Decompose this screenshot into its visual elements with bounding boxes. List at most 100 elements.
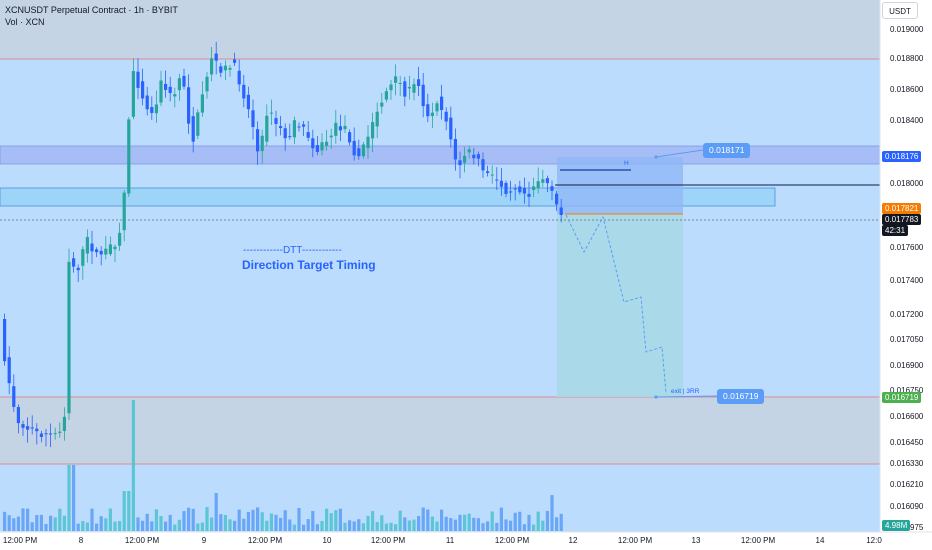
price-tick: 0.018000 xyxy=(890,179,924,188)
volume-bar xyxy=(150,521,154,531)
candle-body xyxy=(527,193,531,197)
candle-body xyxy=(532,186,536,191)
time-tick: 12:00 PM xyxy=(494,536,530,545)
bar-countdown: 42:31 xyxy=(882,225,909,236)
time-tick: 12:00 PM xyxy=(2,536,38,545)
price-tick: 0.017200 xyxy=(890,310,924,319)
volume-bar xyxy=(315,524,319,531)
candle-body xyxy=(242,84,246,99)
volume-bar xyxy=(463,514,467,531)
candle-body xyxy=(357,148,361,157)
volume-bar xyxy=(127,491,131,531)
reward-box xyxy=(557,214,683,397)
volume-bar xyxy=(7,515,11,531)
dtt-subtitle[interactable]: Direction Target Timing xyxy=(242,258,376,272)
candle-body xyxy=(72,258,76,267)
volume-bar xyxy=(21,508,25,531)
volume-bar xyxy=(164,521,168,531)
volume-bar xyxy=(136,517,140,531)
high-price-callout[interactable]: 0.018171 xyxy=(703,143,751,158)
volume-bar xyxy=(398,510,402,531)
volume-bar xyxy=(58,508,62,531)
price-tick: 0.016210 xyxy=(890,480,924,489)
volume-bar xyxy=(159,516,163,531)
candle-body xyxy=(99,250,103,255)
candle-body xyxy=(292,120,296,138)
candle-body xyxy=(7,357,11,384)
volume-bar xyxy=(99,516,103,531)
volume-bar xyxy=(122,491,126,531)
candle-body xyxy=(325,141,329,146)
candle-body xyxy=(108,244,112,255)
volume-bar xyxy=(375,521,379,531)
volume-bar xyxy=(95,523,99,531)
candle-body xyxy=(343,125,347,130)
candle-body xyxy=(435,103,439,112)
candle-body xyxy=(453,138,457,160)
volume-bar xyxy=(44,524,48,531)
candle-body xyxy=(380,102,384,107)
price-tick: 0.016600 xyxy=(890,412,924,421)
volume-bar xyxy=(435,521,439,531)
candle-body xyxy=(35,428,39,432)
volume-bar xyxy=(200,522,204,531)
volume-bar xyxy=(246,512,250,531)
volume-bar xyxy=(173,524,177,531)
volume-bar xyxy=(16,516,20,531)
candle-body xyxy=(417,79,421,87)
price-tick: 0.018600 xyxy=(890,85,924,94)
candle-body xyxy=(288,136,292,138)
candle-body xyxy=(522,187,526,194)
volume-bar xyxy=(205,507,209,531)
price-tick: 0.017600 xyxy=(890,243,924,252)
volume-bar xyxy=(260,512,264,531)
candle-body xyxy=(76,267,80,271)
candle-body xyxy=(366,136,370,149)
high-marker-label: H xyxy=(624,160,629,167)
volume-bar xyxy=(486,521,490,531)
time-tick: 12 xyxy=(568,536,578,545)
volume-bar xyxy=(509,520,513,531)
callout-target-connector xyxy=(655,395,718,398)
candle-body xyxy=(246,94,250,110)
candle-body xyxy=(16,407,20,424)
volume-bar xyxy=(403,517,407,531)
volume-bar xyxy=(154,509,158,531)
volume-bar xyxy=(499,507,503,531)
candle-body xyxy=(150,107,154,113)
candle-body xyxy=(371,122,375,139)
volume-bar xyxy=(49,515,53,531)
volume-bar xyxy=(430,516,434,531)
currency-button[interactable]: USDT xyxy=(882,2,918,19)
symbol-title[interactable]: XCNUSDT Perpetual Contract · 1h · BYBIT xyxy=(5,5,178,15)
candle-body xyxy=(26,426,30,430)
candle-body xyxy=(200,94,204,113)
candle-body xyxy=(458,160,462,166)
candle-body xyxy=(407,86,411,89)
target-price-callout[interactable]: 0.016719 xyxy=(717,389,765,404)
candle-body xyxy=(509,191,513,193)
candle-body xyxy=(39,433,43,437)
candle-body xyxy=(12,386,16,407)
volume-bar xyxy=(141,520,145,531)
volume-bar xyxy=(522,524,526,531)
candle-body xyxy=(449,117,453,140)
time-tick: 11 xyxy=(445,536,455,545)
candle-body xyxy=(196,112,200,136)
volume-bar xyxy=(210,517,214,531)
volume-bar xyxy=(30,522,34,531)
candle-body xyxy=(463,155,467,163)
time-tick: 8 xyxy=(78,536,84,545)
candle-body xyxy=(182,75,186,87)
volume-badge: 4.98M xyxy=(882,520,911,531)
volume-bar xyxy=(412,519,416,531)
volume-legend[interactable]: Vol · XCN xyxy=(5,17,45,27)
dtt-title[interactable]: ------------DTT------------ xyxy=(243,245,342,256)
volume-bar xyxy=(417,516,421,531)
candle-body xyxy=(504,182,508,194)
candle-body xyxy=(237,70,241,85)
time-tick: 13 xyxy=(691,536,701,545)
volume-bar xyxy=(559,513,563,531)
volume-bar xyxy=(338,508,342,531)
